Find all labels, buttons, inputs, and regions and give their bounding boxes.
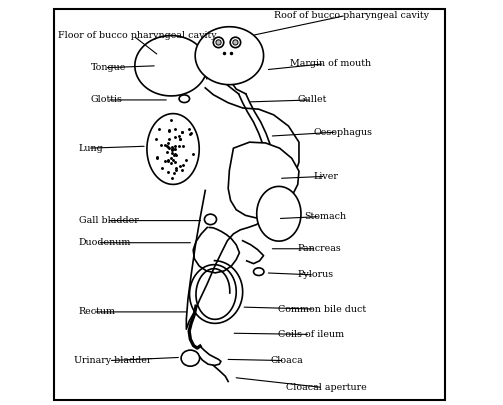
Polygon shape	[147, 114, 199, 184]
Polygon shape	[135, 36, 207, 96]
Text: Urinary bladder: Urinary bladder	[74, 356, 151, 365]
Text: Duodenum: Duodenum	[78, 238, 131, 247]
Ellipse shape	[216, 40, 221, 45]
Ellipse shape	[181, 350, 200, 366]
Polygon shape	[195, 27, 264, 85]
Text: Margin of mouth: Margin of mouth	[290, 59, 371, 68]
Polygon shape	[257, 186, 301, 241]
Text: Pylorus: Pylorus	[298, 271, 334, 279]
Text: Gullet: Gullet	[298, 96, 327, 104]
Text: Coils of ileum: Coils of ileum	[278, 330, 344, 339]
Text: Cloacal aperture: Cloacal aperture	[286, 383, 367, 392]
Ellipse shape	[179, 95, 190, 102]
Text: Cloaca: Cloaca	[271, 356, 303, 365]
Text: Pancreas: Pancreas	[298, 244, 342, 253]
Ellipse shape	[213, 37, 224, 48]
Text: Oesophagus: Oesophagus	[314, 128, 373, 136]
Text: Common bile duct: Common bile duct	[278, 305, 366, 313]
Ellipse shape	[204, 214, 216, 225]
Text: Lung: Lung	[78, 144, 103, 153]
Ellipse shape	[233, 40, 238, 45]
Ellipse shape	[254, 268, 264, 275]
Text: Tongue: Tongue	[91, 63, 126, 72]
Text: Roof of bucco pharyngeal cavity: Roof of bucco pharyngeal cavity	[274, 11, 429, 20]
Text: Gall bladder: Gall bladder	[78, 216, 138, 225]
Text: Rectum: Rectum	[78, 307, 116, 316]
Text: Floor of bucco pharyngeal cavity: Floor of bucco pharyngeal cavity	[58, 31, 217, 40]
Ellipse shape	[230, 37, 240, 48]
Text: Stomach: Stomach	[304, 212, 346, 221]
Text: Liver: Liver	[314, 172, 339, 181]
Text: Glottis: Glottis	[91, 96, 123, 104]
Polygon shape	[228, 142, 299, 218]
